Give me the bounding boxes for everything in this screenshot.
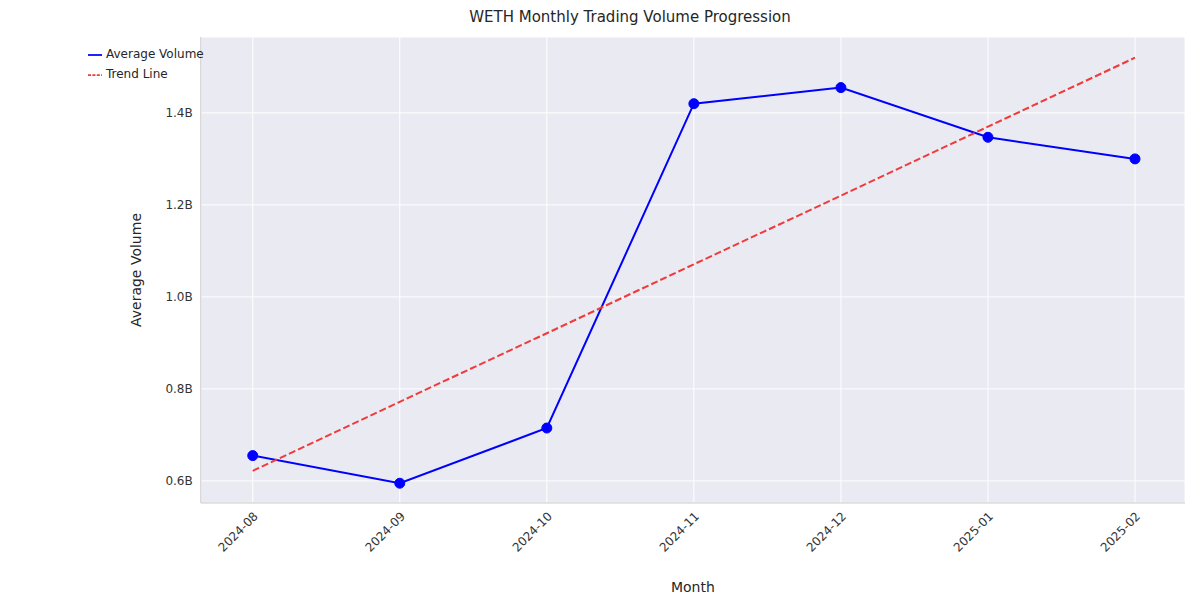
svg-text:2025-02: 2025-02 — [1098, 509, 1143, 554]
svg-text:1.4B: 1.4B — [165, 106, 192, 120]
svg-text:2024-12: 2024-12 — [804, 509, 849, 554]
html-text:WETH Monthly Trading Volume Pr: WETH Monthly Trading Volume Progression — [469, 8, 791, 26]
html-text:Average Volume: Average Volume — [106, 47, 204, 61]
svg-text:2025-01: 2025-01 — [951, 509, 996, 554]
svg-text:1.0B: 1.0B — [165, 290, 192, 304]
html-text:Trend Line: Trend Line — [106, 67, 168, 81]
svg-text:0.6B: 0.6B — [165, 474, 192, 488]
svg-text:Month: Month — [671, 579, 715, 595]
svg-text:2024-10: 2024-10 — [510, 509, 555, 554]
svg-text:Average Volume: Average Volume — [128, 213, 144, 327]
svg-text:2024-11: 2024-11 — [657, 509, 702, 554]
svg-text:1.2B: 1.2B — [165, 198, 192, 212]
svg-text:2024-09: 2024-09 — [363, 509, 408, 554]
svg-text:2024-08: 2024-08 — [216, 509, 261, 554]
svg-text:0.8B: 0.8B — [165, 382, 192, 396]
